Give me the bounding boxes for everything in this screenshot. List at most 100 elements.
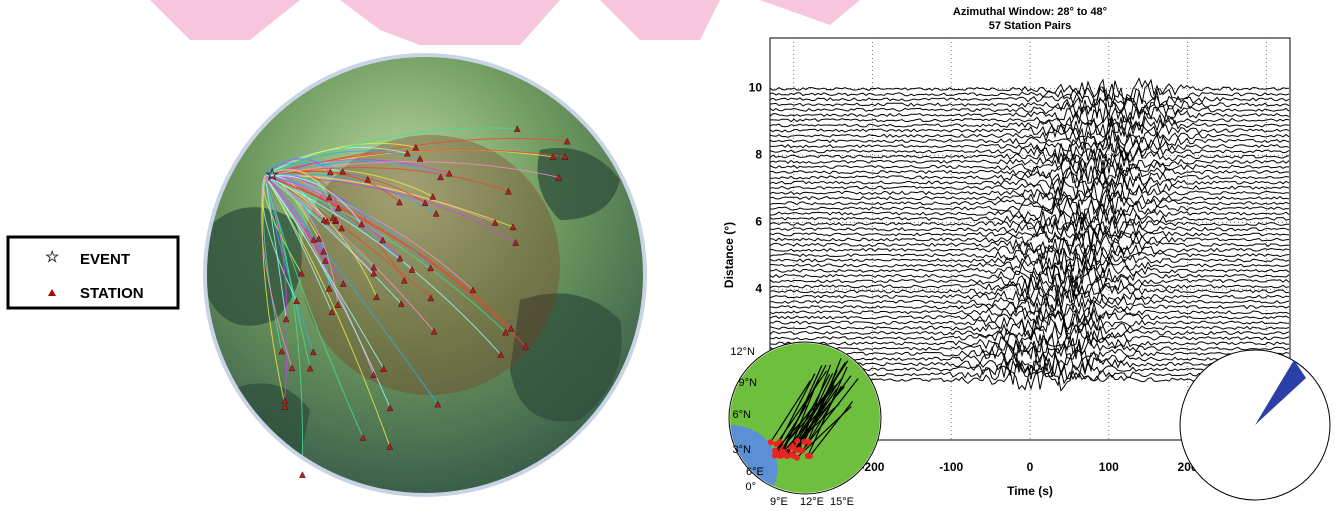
waveform — [769, 186, 1290, 210]
waveform — [769, 107, 1290, 131]
waveform — [769, 321, 1290, 346]
ray — [264, 175, 287, 319]
lon-label: 12°E — [800, 496, 824, 508]
legend-label: STATION — [80, 285, 144, 302]
waveform — [769, 252, 1290, 277]
station — [434, 400, 442, 408]
station — [373, 293, 380, 301]
station — [325, 284, 333, 292]
station — [512, 239, 519, 246]
waveform — [769, 121, 1290, 147]
legend-icon — [48, 289, 56, 296]
waveform — [769, 224, 1290, 247]
azimuth-dial — [1179, 349, 1331, 501]
waveform — [769, 143, 1290, 163]
station — [497, 351, 505, 358]
lon-label: 15°E — [830, 496, 854, 508]
waveform — [769, 264, 1290, 287]
station — [404, 149, 411, 157]
map-path — [807, 366, 848, 457]
station — [322, 257, 329, 264]
station — [335, 204, 342, 212]
ray — [264, 174, 362, 225]
waveform — [769, 147, 1290, 174]
lat-label: 6°N — [733, 409, 752, 421]
map-station — [771, 452, 778, 459]
ray — [264, 175, 512, 329]
ray — [264, 175, 375, 268]
station — [282, 315, 290, 323]
y-tick-label: 10 — [749, 81, 763, 95]
map-path — [801, 378, 859, 452]
ray — [264, 175, 435, 332]
station — [358, 220, 365, 228]
lon-label: 6°E — [746, 466, 764, 478]
waveform — [769, 118, 1290, 141]
waveform — [769, 231, 1290, 257]
station — [396, 198, 403, 206]
station — [386, 442, 394, 450]
waveform — [769, 209, 1290, 231]
station — [380, 365, 387, 372]
ray — [264, 175, 330, 289]
x-tick-label: 0 — [1027, 460, 1034, 474]
waveform — [769, 160, 1290, 184]
waveform — [769, 212, 1290, 235]
map-path — [774, 405, 807, 456]
map-path — [774, 384, 835, 452]
ray — [264, 175, 506, 333]
station — [507, 325, 515, 332]
ray — [260, 175, 293, 369]
ray — [264, 175, 526, 347]
waveform — [769, 247, 1290, 274]
waveform — [769, 228, 1290, 252]
map-station — [806, 453, 813, 460]
map-station — [805, 438, 812, 445]
map-path — [779, 364, 827, 454]
ray — [264, 175, 439, 405]
station — [445, 169, 453, 177]
station — [491, 219, 499, 226]
y-axis-label: Distance (°) — [722, 222, 736, 288]
lat-label: 0° — [745, 481, 756, 493]
waveform — [769, 172, 1290, 194]
ray — [264, 175, 391, 409]
station — [323, 217, 331, 225]
waveform — [769, 274, 1290, 299]
station — [563, 137, 571, 145]
station — [281, 396, 289, 404]
station — [561, 153, 569, 160]
waveform — [769, 134, 1290, 158]
station — [513, 125, 521, 132]
station — [327, 168, 334, 176]
station — [397, 300, 405, 307]
map-path — [782, 377, 844, 448]
station — [298, 269, 305, 277]
station — [329, 214, 337, 221]
station — [437, 173, 444, 181]
waveform — [769, 238, 1290, 260]
waveform — [769, 314, 1290, 341]
station — [320, 247, 327, 255]
map-station — [790, 452, 797, 459]
svg-text:☆: ☆ — [45, 249, 59, 266]
ray — [264, 175, 502, 355]
map-path — [809, 401, 853, 457]
map-path — [793, 373, 831, 444]
ray — [264, 175, 474, 291]
station — [364, 175, 372, 183]
station — [502, 328, 509, 336]
ray — [264, 142, 416, 177]
x-tick-label: -200 — [860, 460, 884, 474]
watermark — [150, 0, 860, 45]
globe: ☆ — [203, 53, 647, 497]
station — [386, 404, 394, 412]
waveform — [769, 289, 1290, 313]
panel-subtitle: 57 Station Pairs — [989, 20, 1072, 32]
panel-title: Azimuthal Window: 28° to 48° — [953, 6, 1107, 18]
waveform — [769, 302, 1290, 325]
waveform — [769, 197, 1290, 221]
waveform — [769, 244, 1290, 268]
